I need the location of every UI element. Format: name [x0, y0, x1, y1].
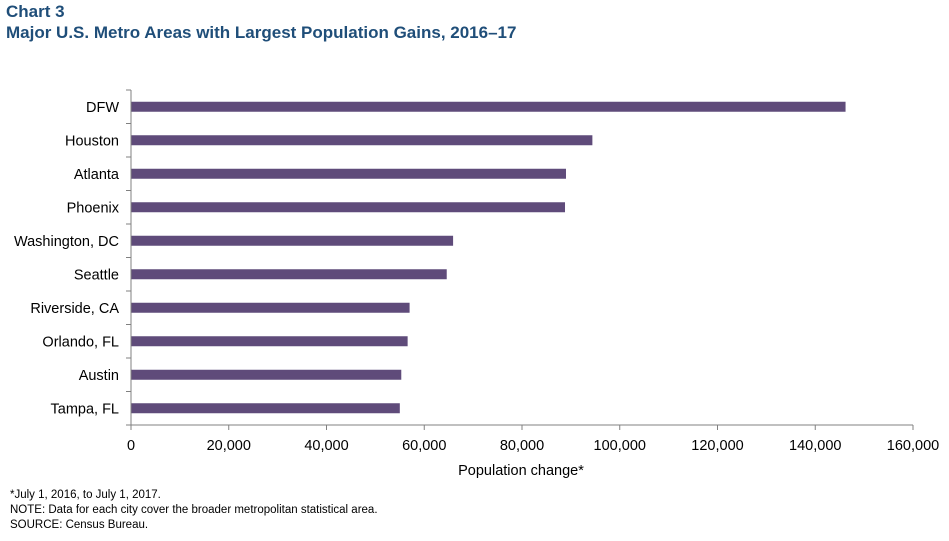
bar: [131, 302, 410, 313]
bar: [131, 135, 593, 146]
x-tick-label: 120,000: [691, 438, 743, 454]
source: SOURCE: Census Bureau.: [10, 519, 149, 531]
category-label: Austin: [79, 368, 119, 384]
x-tick-label: 60,000: [402, 438, 446, 454]
category-label: Seattle: [74, 267, 119, 283]
bar: [131, 403, 400, 414]
x-tick-label: 140,000: [789, 438, 841, 454]
note: NOTE: Data for each city cover the broad…: [10, 504, 378, 516]
category-label: Houston: [65, 133, 119, 149]
category-label: Riverside, CA: [30, 301, 119, 317]
category-label: Phoenix: [67, 200, 120, 216]
x-tick-label: 40,000: [304, 438, 348, 454]
footnote: *July 1, 2016, to July 1, 2017.: [10, 489, 161, 501]
bar: [131, 269, 447, 280]
chart-label: Chart 3: [6, 2, 65, 21]
bar: [131, 202, 566, 213]
x-axis-title: Population change*: [458, 463, 584, 479]
category-label: Washington, DC: [14, 234, 119, 250]
chart-notes: *July 1, 2016, to July 1, 2017. NOTE: Da…: [10, 488, 378, 533]
bar: [131, 235, 454, 246]
bar: [131, 336, 408, 347]
x-tick-label: 20,000: [207, 438, 251, 454]
bar: [131, 101, 846, 112]
bar: [131, 369, 402, 380]
x-tick-label: 160,000: [887, 438, 939, 454]
x-tick-label: 80,000: [500, 438, 544, 454]
x-tick-label: 100,000: [594, 438, 646, 454]
chart-title: Major U.S. Metro Areas with Largest Popu…: [6, 23, 517, 42]
category-label: DFW: [86, 100, 119, 116]
category-label: Orlando, FL: [42, 334, 119, 350]
x-tick-label: 0: [127, 438, 135, 454]
category-label: Atlanta: [74, 167, 120, 183]
bar: [131, 168, 566, 179]
category-label: Tampa, FL: [51, 401, 120, 417]
